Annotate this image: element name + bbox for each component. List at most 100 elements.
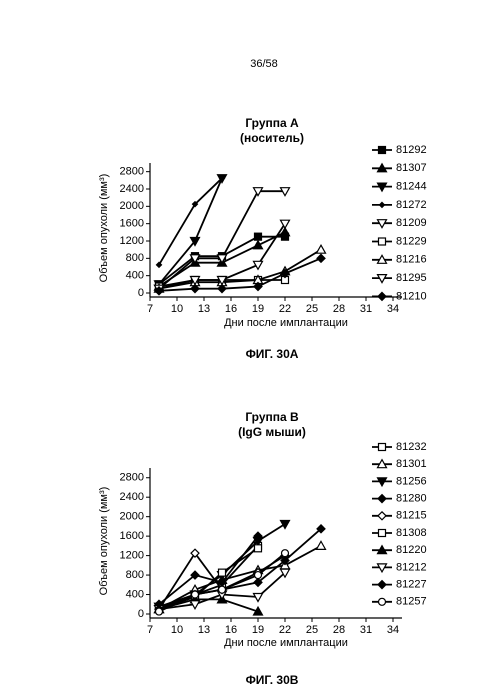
x-tick-label: 16 <box>225 303 237 315</box>
legend-marker <box>377 145 387 155</box>
legend-marker <box>376 563 388 574</box>
legend-marker <box>377 291 387 302</box>
x-tick-label: 34 <box>387 303 399 315</box>
point <box>280 555 290 566</box>
legend-label: 81232 <box>396 441 427 453</box>
x-tick-label: 31 <box>360 303 372 315</box>
point <box>316 523 326 534</box>
point <box>315 243 327 254</box>
point <box>189 254 201 265</box>
y-tick-label: 800 <box>126 252 144 264</box>
legend-marker <box>377 528 387 538</box>
x-tick-label: 28 <box>333 624 345 636</box>
y-tick-label: 1600 <box>120 218 144 230</box>
point <box>190 283 200 294</box>
point <box>217 585 227 594</box>
y-tick-label: 400 <box>126 588 144 600</box>
x-tick-label: 10 <box>171 624 183 636</box>
legend-label: 81292 <box>396 144 427 156</box>
x-tick-label: 25 <box>306 624 318 636</box>
x-tick-label: 16 <box>225 624 237 636</box>
point <box>216 254 228 265</box>
x-tick-label: 22 <box>279 303 291 315</box>
point <box>154 607 164 616</box>
y-tick-label: 0 <box>138 608 144 620</box>
y-tick-label: 2400 <box>120 183 144 195</box>
point <box>279 226 291 237</box>
legend-marker <box>376 477 388 488</box>
series-line <box>158 248 322 290</box>
point <box>279 519 291 530</box>
y-tick-label: 2000 <box>120 511 144 523</box>
point <box>280 549 290 558</box>
point <box>190 590 200 599</box>
y-tick-label: 400 <box>126 270 144 282</box>
legend-label: 81280 <box>396 493 427 505</box>
point <box>253 577 263 588</box>
x-tick-label: 25 <box>306 303 318 315</box>
x-tick-label: 13 <box>198 624 210 636</box>
point <box>279 219 291 230</box>
x-axis-label: Дни после имплантации <box>224 637 348 649</box>
point <box>253 544 263 553</box>
chart-subtitle: (IgG мыши) <box>238 425 306 439</box>
point <box>216 275 228 286</box>
y-tick-label: 2800 <box>120 472 144 484</box>
legend-label: 81307 <box>396 162 427 174</box>
legend-label: 81220 <box>396 544 427 556</box>
point <box>253 570 263 580</box>
chart-title: Группа В <box>245 410 299 424</box>
legend-marker <box>376 162 388 173</box>
y-tick-label: 0 <box>138 287 144 299</box>
point <box>253 232 263 241</box>
point <box>253 281 263 292</box>
caption: ФИГ. 30А <box>246 347 299 361</box>
point <box>154 285 164 296</box>
chart-subtitle: (носитель) <box>240 131 304 145</box>
point <box>315 540 327 550</box>
x-tick-label: 10 <box>171 303 183 315</box>
legend-label: 81256 <box>396 475 427 487</box>
x-tick-label: 34 <box>387 624 399 636</box>
legend-label: 81301 <box>396 458 427 470</box>
x-tick-label: 19 <box>252 624 264 636</box>
legend-marker <box>376 182 388 193</box>
x-tick-label: 7 <box>147 303 153 315</box>
point <box>191 200 199 208</box>
point <box>189 275 201 286</box>
series-line <box>158 535 259 605</box>
point <box>189 236 201 247</box>
point <box>252 260 264 271</box>
chart-title: Группа А <box>245 116 299 130</box>
legend-label: 81272 <box>396 199 427 211</box>
legend-marker <box>376 544 388 555</box>
legend-marker <box>377 597 387 606</box>
point <box>189 600 201 610</box>
point <box>252 239 264 250</box>
legend-label: 81244 <box>396 181 427 193</box>
series-line <box>158 257 322 292</box>
point <box>253 531 263 541</box>
point <box>190 570 200 580</box>
legend-label: 81212 <box>396 561 427 573</box>
legend-marker <box>376 254 388 264</box>
point <box>280 268 290 279</box>
x-axis-label: Дни после имплантации <box>224 317 348 329</box>
legend-marker <box>377 510 387 521</box>
x-tick-label: 22 <box>279 624 291 636</box>
point <box>252 592 264 603</box>
y-tick-label: 1200 <box>120 235 144 247</box>
y-tick-label: 800 <box>126 569 144 581</box>
legend-marker <box>376 219 388 229</box>
point <box>316 253 326 264</box>
page-number: 36/58 <box>250 58 278 70</box>
y-axis-label: Объем опухоли (мм³) <box>98 174 110 283</box>
legend-label: 81209 <box>396 217 427 229</box>
legend-label: 81215 <box>396 510 427 522</box>
point <box>190 548 200 559</box>
point <box>252 187 264 197</box>
x-tick-label: 31 <box>360 624 372 636</box>
x-tick-label: 28 <box>333 303 345 315</box>
